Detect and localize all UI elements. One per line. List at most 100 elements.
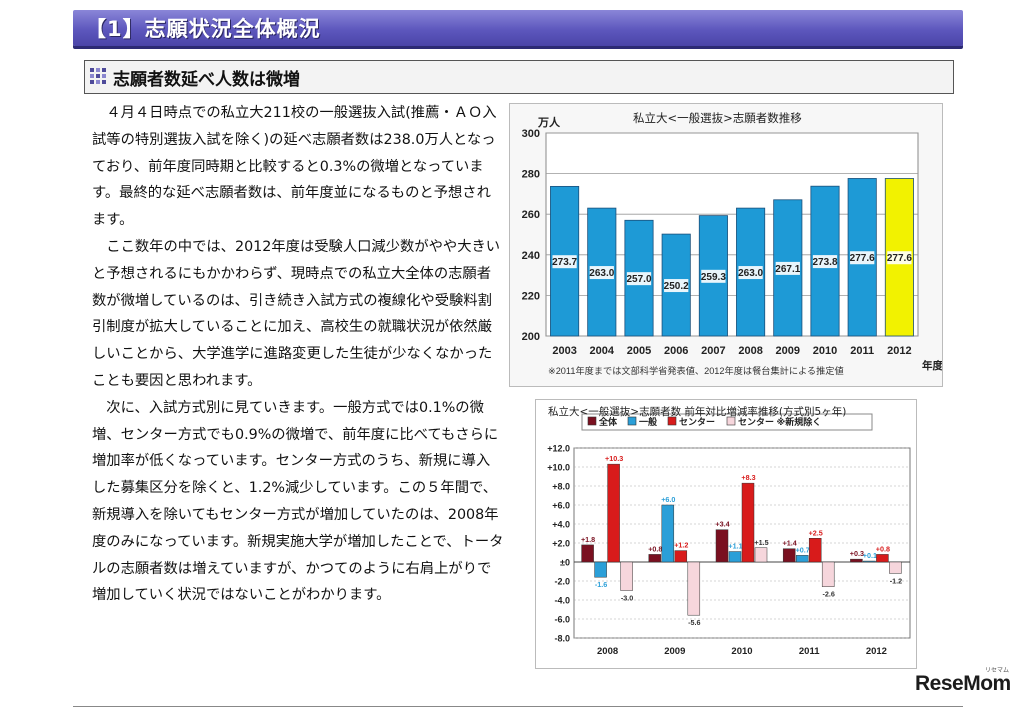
x-tick-label: 2008 xyxy=(597,646,618,657)
bar xyxy=(715,529,729,563)
bar-value-label: 259.3 xyxy=(701,272,726,283)
y-tick-label: +10.0 xyxy=(547,463,570,473)
bar xyxy=(594,561,607,578)
bar-value-label: +3.4 xyxy=(715,520,729,529)
bar xyxy=(863,560,876,563)
bar-value-label: +1.5 xyxy=(754,538,768,547)
x-tick-label: 2011 xyxy=(850,345,874,357)
bar-label-bg xyxy=(552,255,577,269)
bar xyxy=(754,547,768,563)
y-tick-label: -4.0 xyxy=(554,596,570,606)
x-tick-label: 2003 xyxy=(552,345,576,357)
x-axis-unit: 年度 xyxy=(922,359,942,372)
bar-value-label: 277.6 xyxy=(887,253,912,264)
bar-value-label: +6.0 xyxy=(661,495,675,504)
bar xyxy=(795,555,809,563)
legend-label: 一般 xyxy=(639,416,658,427)
x-tick-label: 2006 xyxy=(664,345,688,357)
x-tick-label: 2009 xyxy=(776,345,800,357)
bar-value-label: 267.1 xyxy=(775,264,800,275)
legend-label: センター xyxy=(679,416,715,427)
bar xyxy=(889,561,902,574)
bar-label-bg xyxy=(701,269,726,283)
bar-label-bg xyxy=(589,266,614,280)
bar xyxy=(728,551,742,563)
bar-label-bg xyxy=(626,272,652,286)
bar-value-label: 273.7 xyxy=(552,257,577,268)
chart1-title: 私立大<一般選抜>志願者数推移 xyxy=(633,111,802,125)
y-tick-label: 220 xyxy=(522,290,540,302)
x-tick-label: 2012 xyxy=(866,646,887,657)
paragraph-2: ここ数年の中では、2012年度は受験人口減少数がやや大きいと予想されるにもかかわ… xyxy=(92,238,501,389)
x-tick-label: 2005 xyxy=(627,345,651,357)
bar xyxy=(687,561,701,616)
bar-value-label: +0.1 xyxy=(863,551,877,560)
chart2-title: 私立大<一般選抜>志願者数 前年対比増減率推移(方式別5ヶ年) xyxy=(548,406,847,418)
bar-value-label: 257.0 xyxy=(626,274,651,285)
y-tick-label: 280 xyxy=(522,169,540,181)
chart2-plot: +12.0 +10.0 +8.0 +6.0 +4.0 +2.0 ±0 -2.0 -4.0 -6.0… xyxy=(547,413,911,657)
paragraph-1: ４月４日時点での私立大211校の一般選抜入試(推薦・ＡＯ入試等の特別選抜入試を除… xyxy=(92,105,497,229)
y-tick-label: +6.0 xyxy=(552,501,570,511)
applicants-trend-chart: 私立大<一般選抜>志願者数推移 200 220 240 260 280 300 万人 273.… xyxy=(509,103,943,387)
y-tick-label: -6.0 xyxy=(554,615,570,625)
bar-value-label: +1.1 xyxy=(728,542,742,551)
bar xyxy=(850,558,863,563)
y-tick-label: 240 xyxy=(522,250,540,262)
x-tick-label: 2011 xyxy=(799,646,820,657)
chart1-note: ※2011年度までは文部科学省発表値、2012年度は餐台集計による推定値 xyxy=(548,365,844,376)
subheading-box: 志願者数延べ人数は微増 xyxy=(84,60,954,94)
y-tick-label: +8.0 xyxy=(552,482,570,492)
section-title: 【1】志願状況全体概況 xyxy=(85,17,321,41)
bar-label-bg xyxy=(664,279,689,293)
bar-value-label: -1.6 xyxy=(595,580,607,589)
x-tick-label: 2009 xyxy=(664,646,685,657)
bar-value-label: +10.3 xyxy=(605,454,623,463)
bar xyxy=(741,482,755,563)
bar-value-label: +1.8 xyxy=(581,535,595,544)
bar xyxy=(808,538,822,563)
bar xyxy=(782,548,796,563)
subheading-title: 志願者数延べ人数は微増 xyxy=(113,70,300,90)
growth-rate-chart: 私立大<一般選抜>志願者数 前年対比増減率推移(方式別5ヶ年) +12.0 +10… xyxy=(535,399,917,669)
legend-swatch xyxy=(587,416,597,426)
x-tick-label: 2007 xyxy=(701,345,725,357)
bar-value-label: +0.3 xyxy=(850,549,864,558)
x-tick-label: 2010 xyxy=(813,345,837,357)
x-tick-label: 2008 xyxy=(738,345,762,357)
bar-label-bg xyxy=(850,251,875,265)
bar-value-label: -5.6 xyxy=(688,618,700,627)
bar-value-label: +2.5 xyxy=(809,528,823,537)
x-tick-label: 2012 xyxy=(887,345,911,357)
bar-value-label: -3.0 xyxy=(621,594,633,603)
bar-value-label: +1.4 xyxy=(783,539,797,548)
bar xyxy=(876,554,889,563)
bar-value-label: 273.8 xyxy=(812,257,837,268)
grid-bullet-icon xyxy=(90,68,106,84)
bar-label-bg xyxy=(738,266,763,280)
legend-label: センター ※新規除く xyxy=(738,416,821,427)
bar-value-label: +1.2 xyxy=(674,541,688,550)
resemom-logo: ReseMom xyxy=(915,672,1011,695)
bar xyxy=(607,463,620,563)
resemom-logo-sub: リセマム xyxy=(985,667,1010,674)
body-text: ４月４日時点での私立大211校の一般選抜入試(推薦・ＡＯ入試等の特別選抜入試を除… xyxy=(92,100,504,609)
y-tick-label: 300 xyxy=(522,128,540,140)
y-tick-label: -8.0 xyxy=(554,634,570,644)
bar xyxy=(674,550,688,563)
bar-value-label: -2.6 xyxy=(823,590,835,599)
bar xyxy=(648,554,662,563)
y-tick-label: -2.0 xyxy=(554,577,570,587)
bar-value-label: +0.8 xyxy=(876,544,890,553)
bar xyxy=(620,561,633,591)
paragraph-3: 次に、入試方式別に見ていきます。一般方式では0.1%の微増、センター方式でも0.… xyxy=(92,399,504,604)
y-tick-label: +4.0 xyxy=(552,520,570,530)
legend-label: 全体 xyxy=(598,416,618,427)
legend-swatch xyxy=(667,416,677,426)
y-tick-label: +2.0 xyxy=(552,539,570,549)
bar-value-label: +8.3 xyxy=(741,473,755,482)
bar-value-label: 250.2 xyxy=(664,281,689,292)
footer-divider xyxy=(73,706,963,707)
legend-swatch xyxy=(726,416,736,426)
